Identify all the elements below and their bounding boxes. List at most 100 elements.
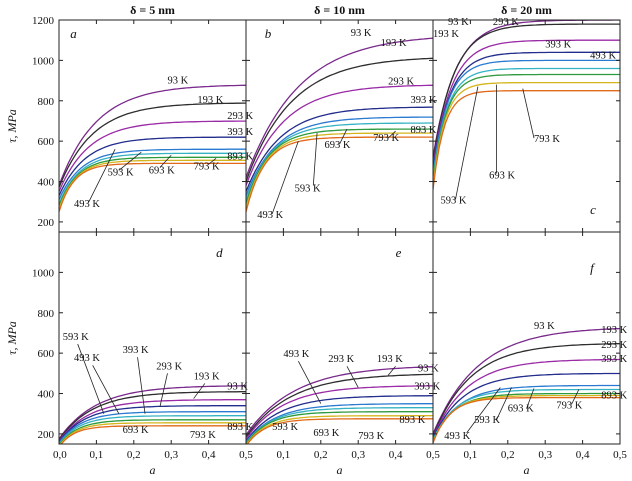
- leader-line: [77, 343, 105, 414]
- panel-frame: [432, 231, 621, 445]
- curve-label: 393 K: [227, 127, 253, 138]
- curve-293-k: [246, 84, 433, 186]
- panel-c: 93 K 293 K 193 K 393 K 493 K 793 K 693 K 593 K c: [432, 17, 621, 233]
- panel-letter-b: b: [265, 26, 272, 41]
- curve-93-k: [246, 366, 433, 436]
- curve-693-k: [433, 73, 620, 182]
- leader-line: [92, 365, 120, 414]
- curve-493-k: [246, 403, 433, 443]
- curve-label: 393 K: [123, 345, 149, 356]
- curve-label: 593 K: [63, 332, 89, 343]
- curve-693-k: [246, 128, 433, 204]
- curve-label: 793 K: [190, 430, 216, 441]
- curve-893-k: [246, 418, 433, 444]
- y-tick-label-bottom: 600: [38, 348, 55, 360]
- x-axis-label: a: [524, 463, 530, 477]
- curve-593-k: [433, 67, 620, 178]
- curve-693-k: [246, 411, 433, 444]
- curve-label: 793 K: [194, 161, 220, 172]
- curve-label: 893 K: [227, 151, 253, 162]
- x-tick-label: 0,3: [538, 449, 552, 461]
- panel-letter-e: e: [396, 245, 402, 260]
- leader-line: [526, 388, 535, 409]
- curve-label: 393 K: [414, 381, 440, 392]
- leader-line: [88, 149, 116, 202]
- leader-line: [312, 133, 318, 186]
- y-axis-label-bottom: τ, MPa: [5, 321, 19, 355]
- y-tick-label-bottom: 200: [38, 429, 55, 441]
- curve-label: 93 K: [227, 381, 248, 392]
- curve-label: 893 K: [601, 391, 627, 402]
- leader-line: [387, 130, 396, 139]
- y-tick-label-bottom: 1000: [32, 267, 55, 279]
- panel-letter-f: f: [590, 260, 596, 275]
- curve-label: 193 K: [601, 325, 627, 336]
- curve-label: 393 K: [411, 95, 437, 106]
- curve-593-k: [59, 415, 246, 444]
- curve-893-k: [59, 162, 246, 213]
- x-tick-label: 0,3: [164, 449, 178, 461]
- leader-line: [339, 128, 348, 145]
- curve-label: 793 K: [358, 431, 384, 442]
- column-titles: δ = 5 nm δ = 10 nm δ = 20 nm: [130, 3, 552, 17]
- curve-93-k: [246, 37, 433, 178]
- curve-label: 693 K: [508, 404, 534, 415]
- curve-label: 193 K: [433, 29, 459, 40]
- leader-line: [387, 366, 396, 376]
- leader-line: [118, 151, 142, 171]
- curve-393-k: [59, 405, 246, 443]
- curve-label: 693 K: [325, 140, 351, 151]
- curve-label: 293 K: [388, 77, 414, 88]
- curve-label: 493 K: [74, 353, 100, 364]
- x-tick-labels: 0,0 0,1 0,2 0,3 0,4 0,5 0,1 0,2 0,3 0,4 0,5 0,1 0,2 0…: [53, 449, 627, 461]
- curve-label: 593 K: [474, 415, 500, 426]
- x-axis-label: a: [150, 463, 156, 477]
- leader-line: [571, 389, 580, 405]
- column-title-2: δ = 10 nm: [314, 3, 365, 17]
- curve-193-k: [59, 391, 246, 441]
- curve-93-k: [59, 84, 246, 186]
- curve-893-k: [60, 425, 246, 444]
- curve-label: 893 K: [227, 422, 253, 433]
- panels: 93 K 193 K 293 K 393 K 893 K 793 K 693 K 593 K 4…: [58, 17, 628, 445]
- curve-label: 693 K: [489, 170, 515, 181]
- y-tick-label-top: 1000: [32, 55, 55, 67]
- curve-293-k: [246, 385, 433, 440]
- leader-line: [522, 88, 535, 139]
- curve-193-k: [246, 373, 433, 438]
- panel-f: 93 K 193 K 293 K 393 K 893 K 793 K 693 K 593 K 4…: [432, 231, 628, 445]
- curve-593-k: [246, 122, 433, 200]
- curve-label: 393 K: [545, 39, 571, 50]
- curve-893-k: [433, 90, 620, 190]
- leader-line: [496, 387, 512, 420]
- y-tick-label-top: 600: [38, 136, 55, 148]
- curve-393-k: [246, 106, 433, 192]
- leader-line: [193, 383, 206, 399]
- curve-593-k: [246, 407, 433, 444]
- x-tick-label: 0,1: [464, 449, 478, 461]
- curve-893-k: [246, 136, 433, 212]
- curve-193-k: [59, 102, 246, 188]
- curve-193-k: [246, 57, 433, 182]
- curve-label: 293 K: [227, 111, 253, 122]
- curve-393-k: [433, 51, 620, 170]
- curve-793-k: [246, 415, 433, 444]
- curve-label: 593 K: [108, 167, 134, 178]
- panel-letter-d: d: [216, 245, 223, 260]
- curve-label: 593 K: [272, 422, 298, 433]
- curve-893-k: [433, 396, 620, 444]
- x-tick-label: 0,4: [202, 449, 216, 461]
- curve-label: 93 K: [167, 76, 188, 87]
- curve-293-k: [433, 358, 620, 438]
- curve-593-k: [59, 152, 246, 204]
- y-axis-label-top: τ, MPa: [5, 109, 19, 143]
- curve-label: 693 K: [313, 428, 339, 439]
- curve-label: 493 K: [74, 199, 100, 210]
- curve-label: 493 K: [257, 210, 283, 221]
- curve-label: 793 K: [534, 134, 560, 145]
- x-tick-label: 0,5: [613, 449, 627, 461]
- curve-label: 793 K: [373, 133, 399, 144]
- x-axis-label: a: [337, 463, 343, 477]
- curve-793-k: [433, 81, 620, 186]
